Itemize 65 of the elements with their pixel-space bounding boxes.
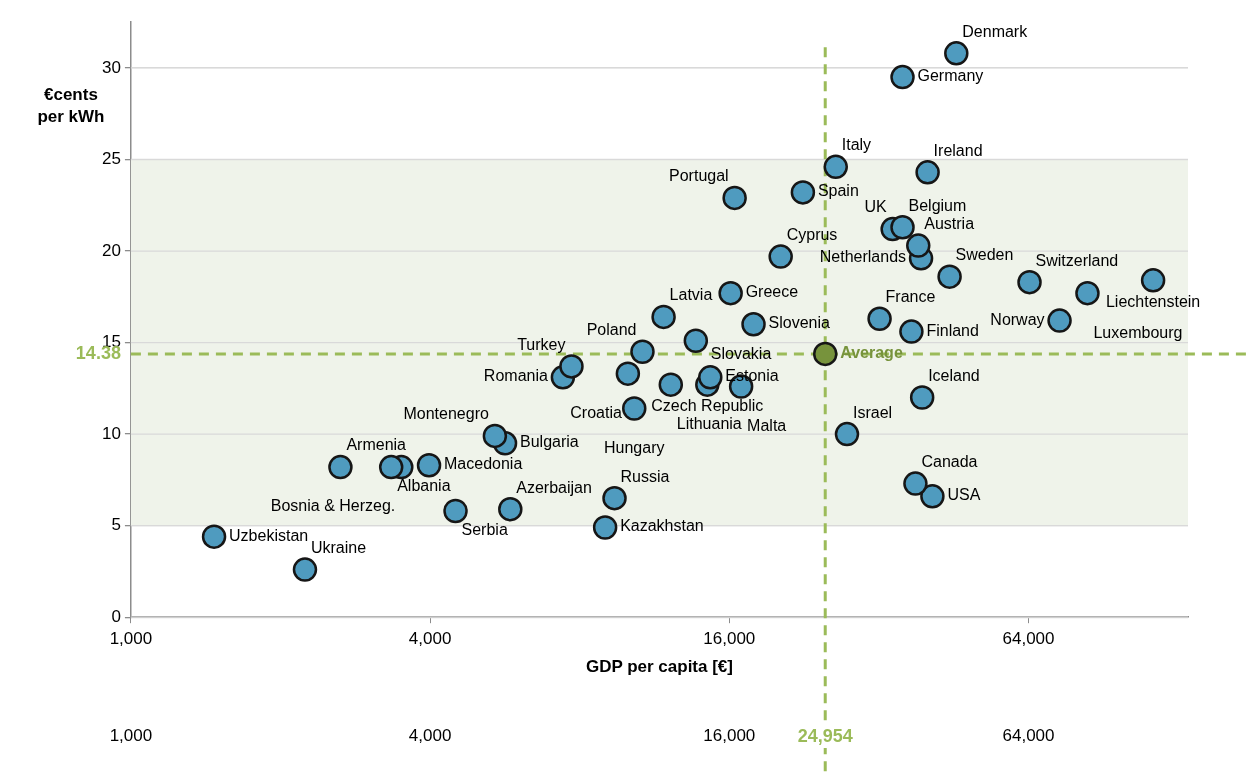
annotation: France: [885, 288, 936, 306]
y-tick-label: 20: [101, 240, 121, 260]
y-tick-label: 30: [101, 57, 121, 77]
annotation: Serbia: [461, 521, 508, 539]
annotation: Finland: [926, 321, 979, 339]
annotation: Ukraine: [310, 539, 367, 557]
y-tick-label: 5: [111, 515, 121, 535]
annotation: Iceland: [928, 366, 980, 384]
text: 64,000: [1002, 629, 1055, 649]
y-tick-label: 0: [111, 606, 121, 626]
annotation: Ireland: [933, 141, 983, 159]
annotation: Hungary: [604, 438, 665, 456]
annotation: USA: [947, 486, 981, 504]
annotation: Average: [840, 343, 903, 361]
annotation: Canada: [921, 452, 978, 470]
annotation: Latvia: [669, 286, 713, 304]
annotation: Turkey: [517, 335, 566, 353]
annotation: Cyprus: [786, 225, 838, 243]
ref-line-label: 24,954: [797, 725, 853, 746]
annotation: Armenia: [346, 436, 407, 454]
annotation: Azerbaijan: [516, 478, 592, 496]
annotation: Lithuania: [676, 415, 742, 433]
annotation: Portugal: [669, 167, 729, 185]
x-tick-label: 16,000: [703, 726, 756, 746]
annotation: Czech Republic: [651, 397, 764, 415]
annotation: Estonia: [725, 367, 779, 385]
annotation: Malta: [747, 416, 787, 434]
annotation: Sweden: [955, 246, 1014, 264]
annotation: Bulgaria: [520, 433, 579, 451]
annotation: Slovakia: [710, 345, 772, 363]
annotation: Uzbekistan: [229, 526, 309, 544]
text: 4,000: [408, 629, 452, 649]
annotation: Netherlands: [819, 248, 907, 266]
annotation: Denmark: [962, 22, 1029, 40]
annotation: Italy: [841, 136, 872, 154]
annotation: UK: [864, 198, 887, 216]
y-tick-label: 25: [101, 149, 121, 169]
y-tick-label: 10: [101, 423, 121, 443]
annotation: Norway: [990, 310, 1045, 328]
annotation: Belgium: [908, 196, 967, 214]
annotation: Luxembourg: [1093, 323, 1183, 341]
annotation: Germany: [917, 67, 984, 85]
annotation: Montenegro: [403, 405, 489, 423]
annotation: Bosnia & Herzeg.: [270, 497, 396, 515]
x-tick-label: 4,000: [408, 726, 452, 746]
x-tick-label: 1,000: [109, 726, 153, 746]
annotation: Romania: [483, 367, 548, 385]
annotation: Slovenia: [768, 314, 831, 332]
text: 1,000: [109, 629, 153, 649]
annotation: Israel: [852, 403, 893, 421]
x-tick-label: 64,000: [1002, 726, 1055, 746]
annotation: Macedonia: [444, 455, 523, 473]
annotation: Albania: [397, 477, 451, 495]
annotation: Croatia: [570, 404, 622, 422]
annotation: Liechtenstein: [1105, 292, 1201, 310]
annotation: Switzerland: [1035, 251, 1119, 269]
text: 16,000: [703, 629, 756, 649]
annotation: Poland: [586, 321, 637, 339]
annotation: Greece: [745, 283, 799, 301]
annotation: Austria: [924, 214, 975, 232]
annotation: Spain: [817, 182, 859, 200]
annotation: Kazakhstan: [620, 517, 704, 535]
y-axis-title: €cents per kWh: [37, 85, 105, 127]
x-axis-title: GDP per capita [€]: [585, 657, 733, 677]
annotation: Russia: [620, 467, 670, 485]
